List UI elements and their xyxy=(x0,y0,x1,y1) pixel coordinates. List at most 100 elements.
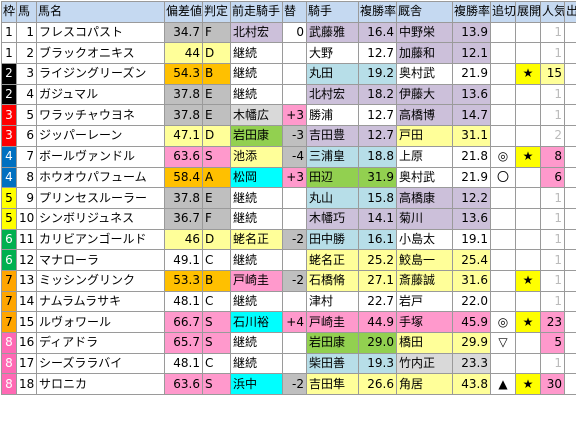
header-trainer: 厩舎 xyxy=(397,2,453,23)
waku-cell: 1 xyxy=(2,43,17,64)
hensa-value: 37.8 xyxy=(165,188,203,209)
trainer-name: 奥村武 xyxy=(397,64,453,85)
hensa-value: 46 xyxy=(165,229,203,250)
header-starts: 出走 xyxy=(565,2,576,23)
ninki-value: 6 xyxy=(541,167,565,188)
jockey-name: 丸山 xyxy=(307,188,359,209)
tenkai-mark xyxy=(516,167,541,188)
trainer-rate: 21.9 xyxy=(453,167,491,188)
jockey-name: 戸崎圭 xyxy=(307,312,359,333)
jockey-name: 吉田隼 xyxy=(307,374,359,395)
horse-name: ルヴォワール xyxy=(37,312,165,333)
trainer-rate: 29.9 xyxy=(453,333,491,354)
trainer-name: 鮫島一 xyxy=(397,250,453,271)
grade-cell: D xyxy=(203,229,231,250)
swap-value xyxy=(283,353,307,374)
tenkai-mark xyxy=(516,188,541,209)
tenkai-mark xyxy=(516,208,541,229)
swap-value xyxy=(283,291,307,312)
trainer-name: 上原 xyxy=(397,146,453,167)
swap-value: -4 xyxy=(283,146,307,167)
jockey-name: 木幡巧 xyxy=(307,208,359,229)
trainer-rate: 31.6 xyxy=(453,270,491,291)
oikiri-mark xyxy=(491,43,516,64)
trainer-rate: 13.6 xyxy=(453,84,491,105)
trainer-name: 高橋博 xyxy=(397,105,453,126)
tenkai-mark xyxy=(516,84,541,105)
prev-jockey: 岩田康 xyxy=(231,126,283,147)
trainer-rate: 12.2 xyxy=(453,188,491,209)
jockey-name: 蛯名正 xyxy=(307,250,359,271)
jockey-rate: 15.8 xyxy=(359,188,397,209)
prev-jockey: 蛯名正 xyxy=(231,229,283,250)
horse-name: フレスコパスト xyxy=(37,22,165,43)
starts-value: 5 xyxy=(565,43,576,64)
trainer-name: 伊藤大 xyxy=(397,84,453,105)
ninki-value: 1 xyxy=(541,270,565,291)
prev-jockey: 池添 xyxy=(231,146,283,167)
starts-value: 2 xyxy=(565,146,576,167)
waku-cell: 7 xyxy=(2,291,17,312)
swap-value: +3 xyxy=(283,167,307,188)
ninki-value: 1 xyxy=(541,188,565,209)
horse-name: ナムラムラサキ xyxy=(37,291,165,312)
jockey-rate: 29.0 xyxy=(359,333,397,354)
starts-value: 6 xyxy=(565,270,576,291)
hensa-value: 66.7 xyxy=(165,312,203,333)
jockey-name: 丸田 xyxy=(307,64,359,85)
grade-cell: E xyxy=(203,84,231,105)
jockey-name: 柴田善 xyxy=(307,353,359,374)
oikiri-mark xyxy=(491,229,516,250)
jockey-rate: 19.2 xyxy=(359,64,397,85)
waku-cell: 8 xyxy=(2,374,17,395)
swap-value: -3 xyxy=(283,126,307,147)
jockey-rate: 19.3 xyxy=(359,353,397,374)
tenkai-mark xyxy=(516,126,541,147)
jockey-rate: 18.8 xyxy=(359,146,397,167)
waku-cell: 2 xyxy=(2,64,17,85)
waku-cell: 2 xyxy=(2,84,17,105)
header-jockey: 騎手 xyxy=(307,2,359,23)
trainer-name: 戸田 xyxy=(397,126,453,147)
ninki-value: 1 xyxy=(541,229,565,250)
grade-cell: S xyxy=(203,374,231,395)
horse-name: カリビアンゴールド xyxy=(37,229,165,250)
waku-cell: 3 xyxy=(2,105,17,126)
hensa-value: 63.6 xyxy=(165,146,203,167)
grade-cell: D xyxy=(203,126,231,147)
tenkai-mark xyxy=(516,353,541,374)
header-trainer-rate: 複勝率 xyxy=(453,2,491,23)
trainer-name: 岩戸 xyxy=(397,291,453,312)
trainer-rate: 13.9 xyxy=(453,22,491,43)
ninki-value: 5 xyxy=(541,333,565,354)
trainer-name: 竹内正 xyxy=(397,353,453,374)
trainer-name: 奥村武 xyxy=(397,167,453,188)
starts-value: 3 xyxy=(565,208,576,229)
swap-value: -2 xyxy=(283,374,307,395)
horse-name: ワラッチャウヨネ xyxy=(37,105,165,126)
swap-value xyxy=(283,333,307,354)
starts-value: 4 xyxy=(565,353,576,374)
tenkai-mark: ★ xyxy=(516,270,541,291)
grade-cell: A xyxy=(203,167,231,188)
oikiri-mark: ▲ xyxy=(491,374,516,395)
jockey-rate: 12.7 xyxy=(359,43,397,64)
tenkai-mark xyxy=(516,22,541,43)
swap-value xyxy=(283,84,307,105)
swap-value xyxy=(283,64,307,85)
horse-number: 13 xyxy=(17,270,37,291)
swap-value: +4 xyxy=(283,312,307,333)
ninki-value: 23 xyxy=(541,312,565,333)
hensa-value: 49.1 xyxy=(165,250,203,271)
waku-cell: 8 xyxy=(2,353,17,374)
jockey-rate: 22.7 xyxy=(359,291,397,312)
waku-cell: 5 xyxy=(2,208,17,229)
header-row: 枠馬馬名偏差値判定前走騎手替騎手複勝率厩舎複勝率追切展開人気出走 xyxy=(2,2,576,23)
